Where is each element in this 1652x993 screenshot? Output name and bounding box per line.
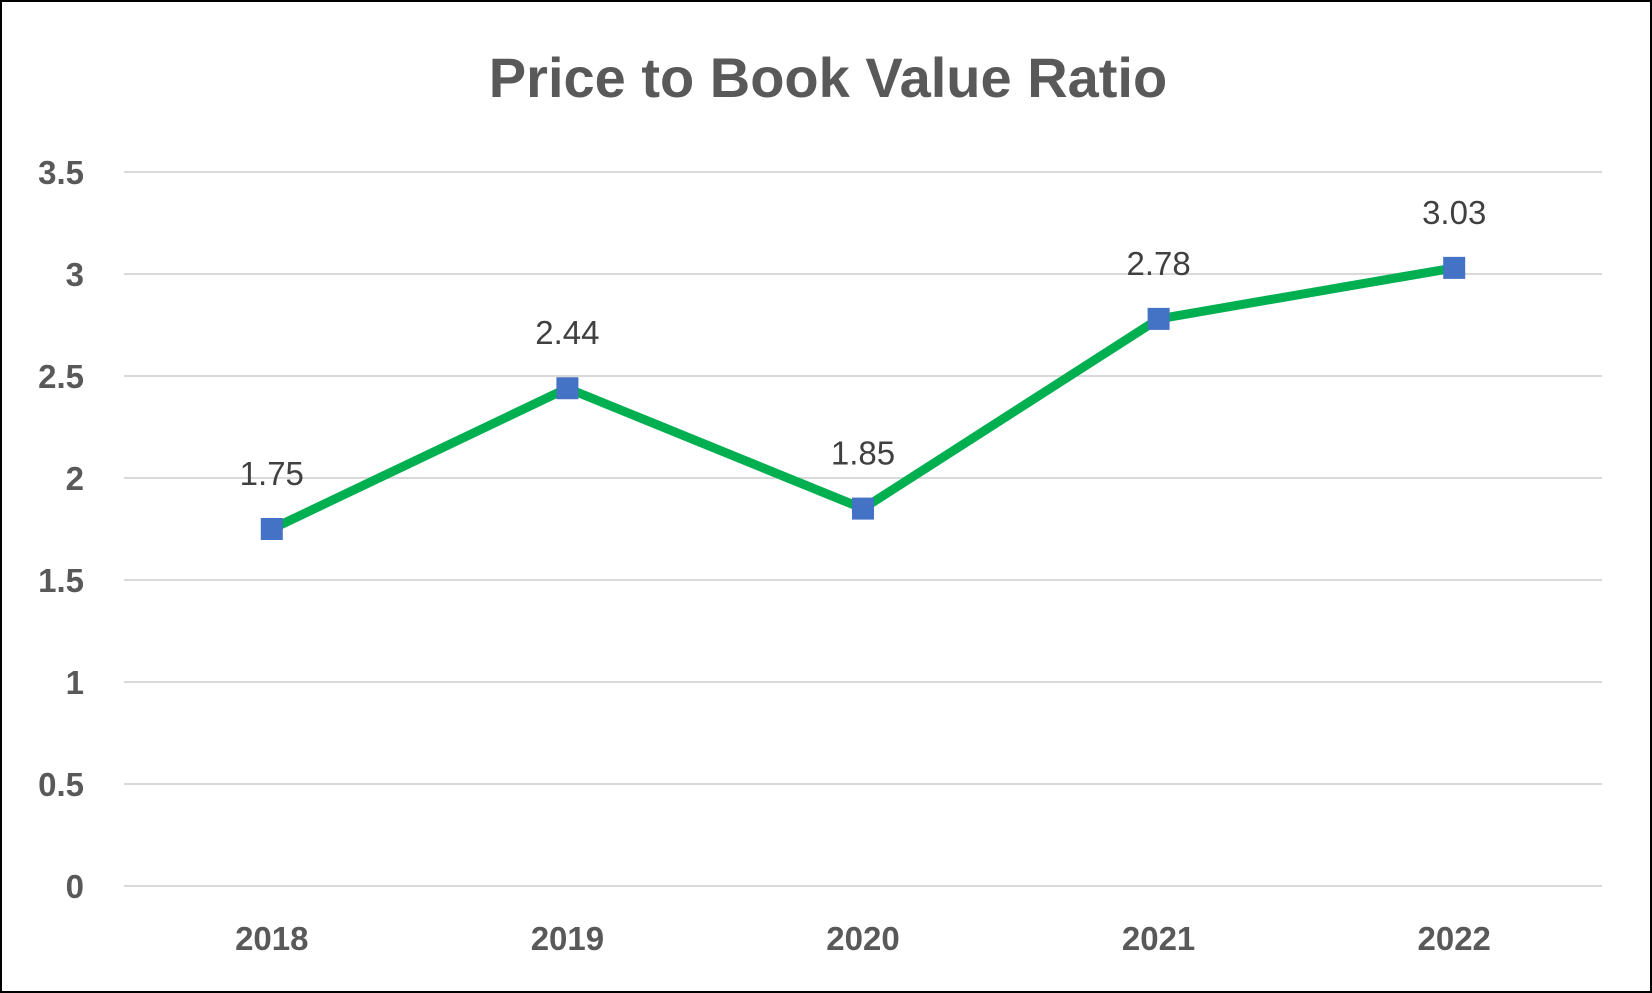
data-label: 3.03	[1422, 194, 1486, 231]
data-point-marker	[852, 497, 874, 520]
data-label: 1.75	[240, 455, 304, 492]
data-labels: 1.75 2.44 1.85 2.78 3.03	[240, 194, 1487, 492]
data-point-marker	[1147, 307, 1170, 330]
y-tick-label: 1	[66, 664, 84, 701]
y-tick-label: 3.5	[38, 154, 84, 191]
chart-title: Price to Book Value Ratio	[488, 46, 1168, 109]
y-tick-label: 2.5	[38, 358, 84, 395]
data-label: 2.44	[535, 314, 599, 351]
x-tick-label: 2020	[826, 920, 899, 957]
x-tick-label: 2019	[531, 920, 604, 957]
y-tick-label: 1.5	[38, 562, 84, 599]
y-tick-label: 3	[66, 256, 84, 293]
x-axis-ticks: 2018 2019 2020 2021 2022	[235, 920, 1491, 957]
data-point-marker	[260, 518, 283, 540]
y-axis-ticks: 0 0.5 1 1.5 2 2.5 3 3.5	[38, 154, 84, 905]
series-markers	[260, 256, 1466, 540]
series-lines	[267, 263, 1459, 534]
y-tick-label: 0	[66, 868, 84, 905]
data-point-marker	[1443, 256, 1466, 279]
gridlines	[124, 171, 1602, 887]
x-tick-label: 2018	[235, 920, 308, 957]
y-tick-label: 0.5	[38, 766, 84, 803]
x-tick-label: 2021	[1122, 920, 1195, 957]
data-label: 2.78	[1126, 245, 1190, 282]
y-tick-label: 2	[66, 460, 84, 497]
series-line	[267, 263, 1459, 534]
x-tick-label: 2022	[1417, 920, 1490, 957]
data-label: 1.85	[831, 435, 895, 472]
data-point-marker	[556, 377, 579, 400]
